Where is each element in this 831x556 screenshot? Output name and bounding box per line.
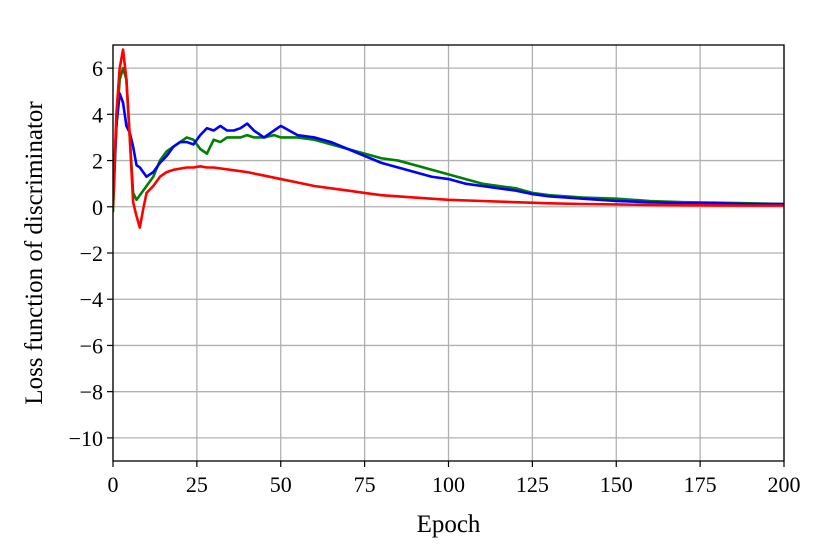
x-tick-label: 75: [354, 472, 376, 497]
x-tick-label: 100: [432, 472, 465, 497]
y-axis-label: Loss function of discriminator: [21, 101, 48, 405]
x-tick-label: 25: [186, 472, 208, 497]
y-tick-label: −6: [80, 333, 103, 358]
x-tick-label: 200: [768, 472, 801, 497]
y-tick-label: −4: [80, 287, 103, 312]
series-line-1: [113, 66, 784, 213]
ticks: 0 25 50 75 100 125 150 175 200 6 4 2 0 −2 −4 −6 −8 −10: [69, 56, 801, 497]
series-line-3: [113, 48, 784, 229]
grid: [112, 45, 785, 461]
x-tick-label: 150: [600, 472, 633, 497]
x-tick-label: 50: [270, 472, 292, 497]
y-tick-label: −10: [69, 426, 103, 451]
y-tick-label: 6: [92, 56, 103, 81]
x-tick-label: 175: [684, 472, 717, 497]
x-axis-label: Epoch: [417, 511, 481, 538]
y-tick-label: 2: [92, 149, 103, 174]
y-tick-label: −2: [80, 241, 103, 266]
y-tick-label: −8: [80, 380, 103, 405]
y-tick-label: 4: [92, 102, 103, 127]
series-line-2: [113, 92, 784, 206]
x-tick-label: 0: [108, 472, 119, 497]
x-tick-label: 125: [516, 472, 549, 497]
series-layer: [113, 48, 784, 229]
y-tick-label: 0: [92, 195, 103, 220]
